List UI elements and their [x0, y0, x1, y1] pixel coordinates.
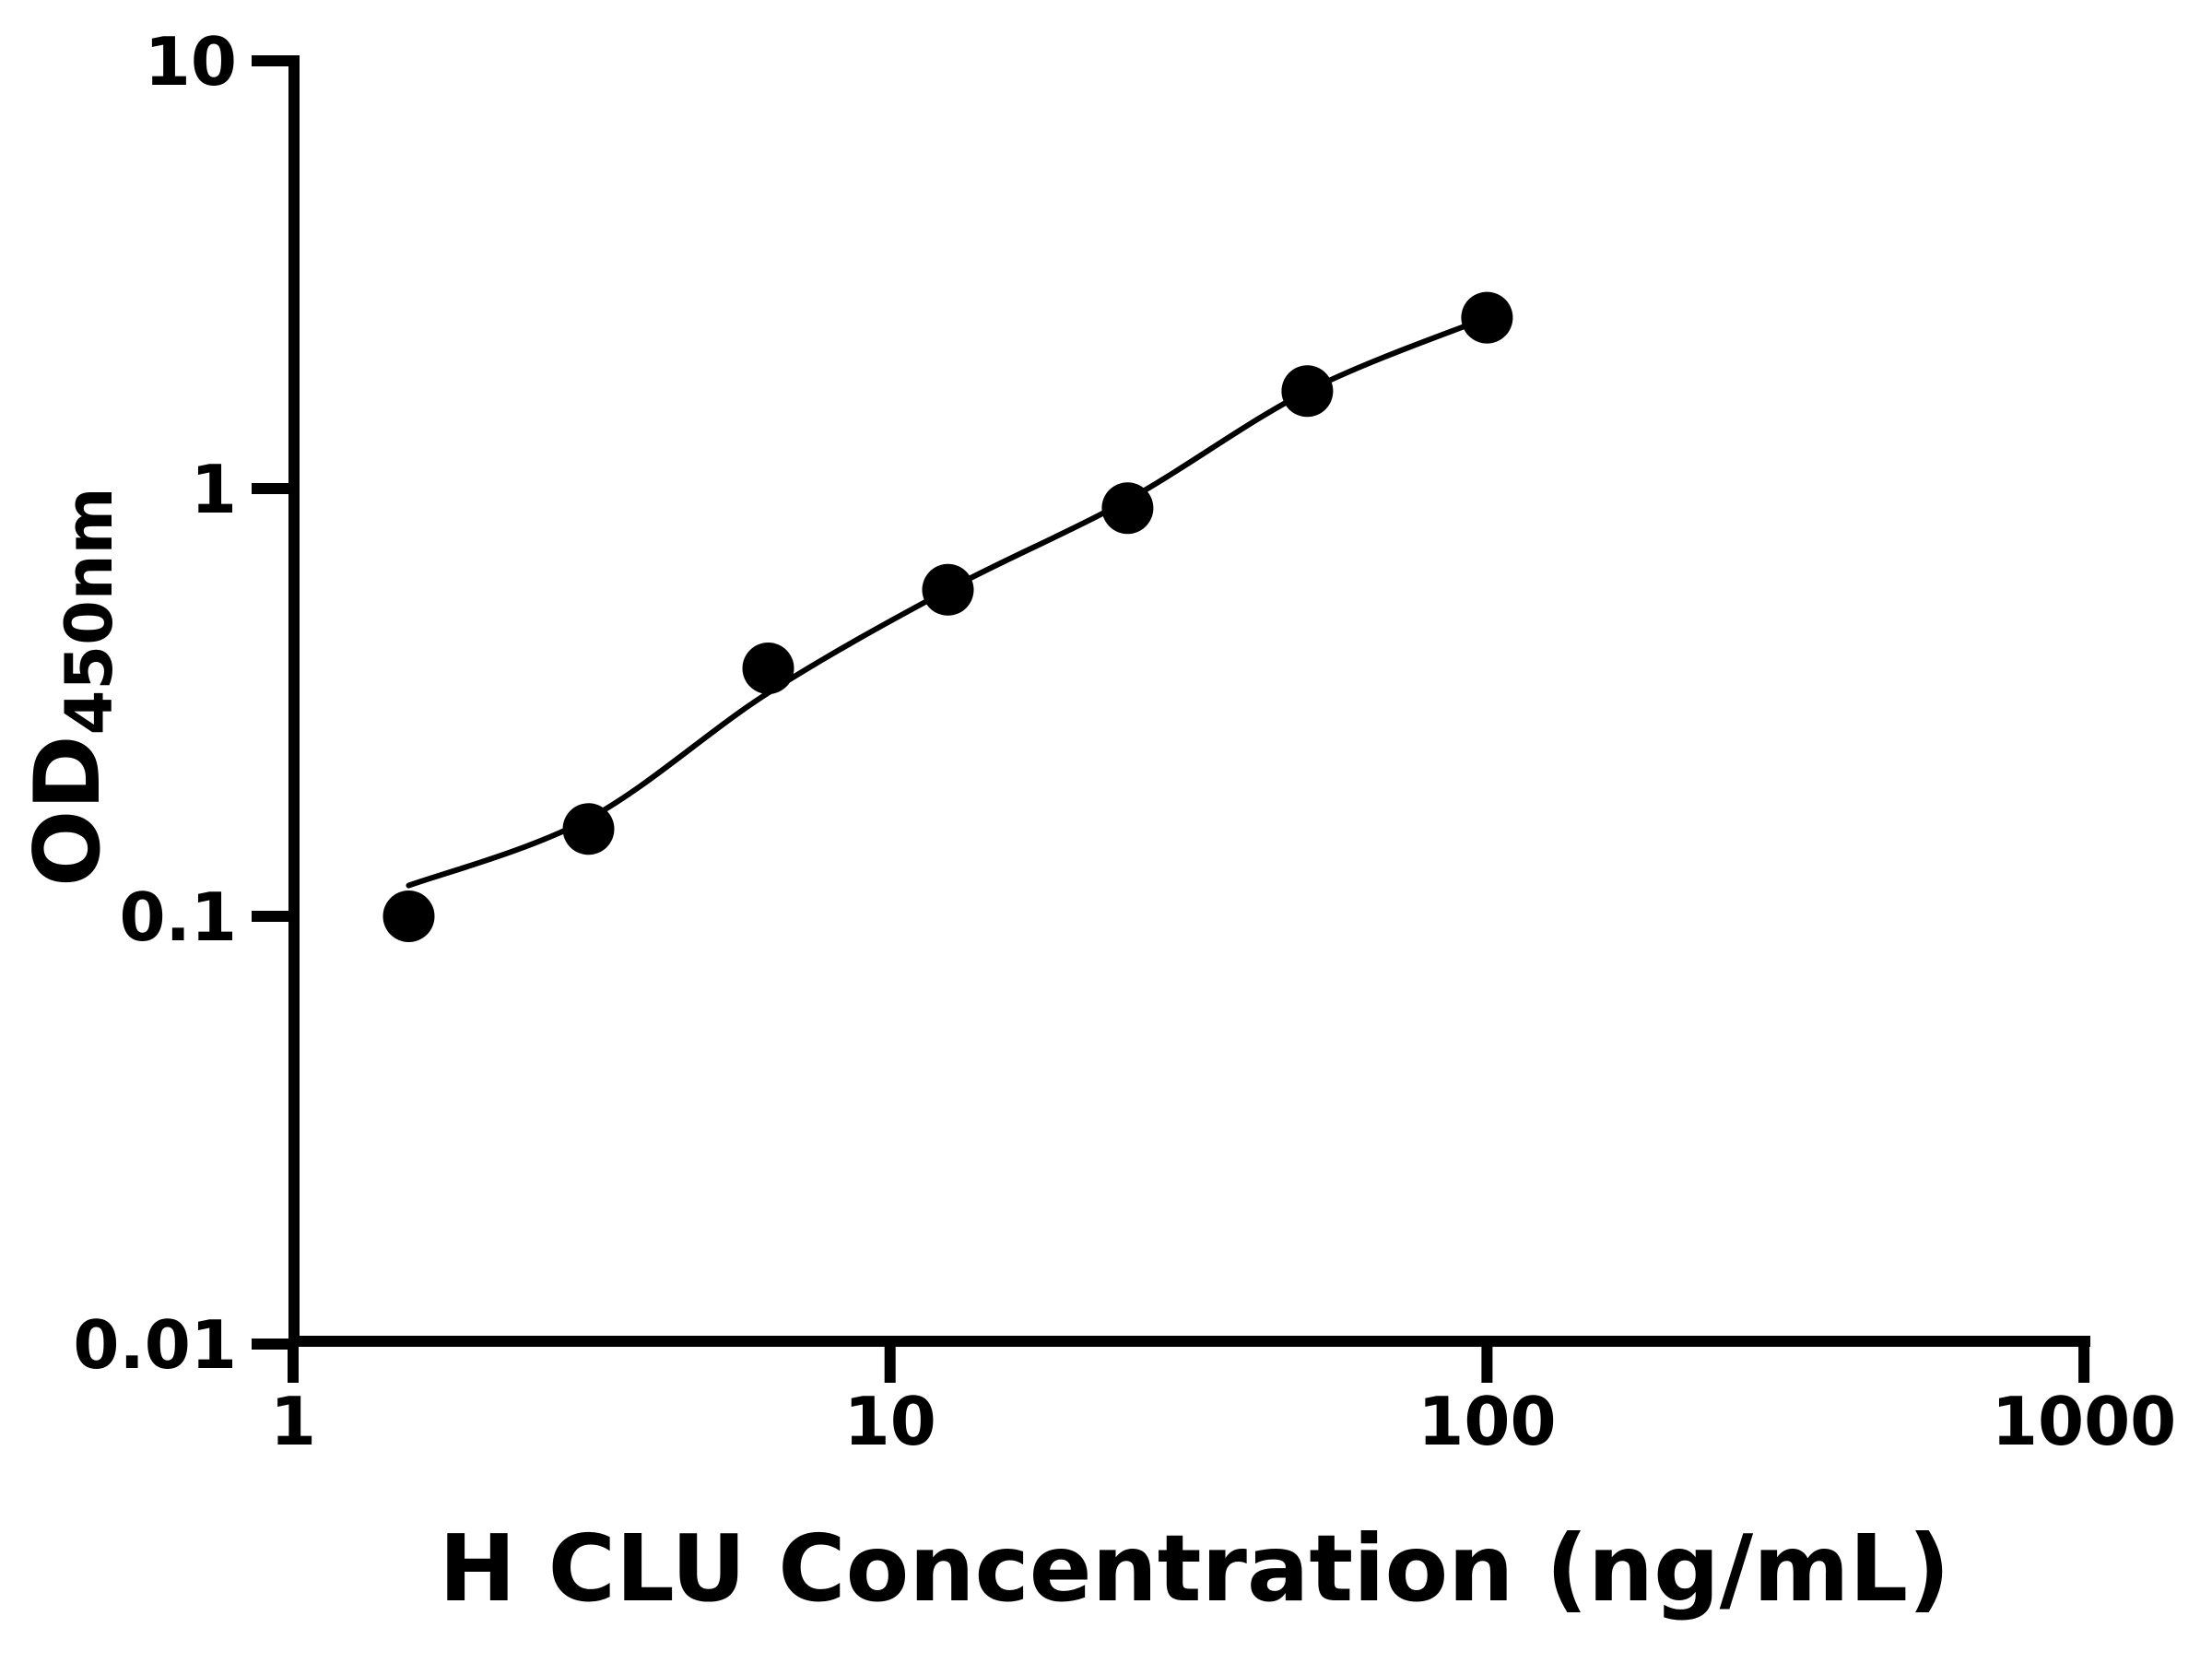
x-tick-label: 100	[1418, 1383, 1556, 1460]
data-point	[1281, 365, 1334, 418]
y-ticks: 10 1 0.1 0.01	[73, 23, 288, 1384]
x-axis: 1 10 100 1000	[270, 1336, 2176, 1460]
data-point	[1101, 482, 1154, 535]
x-tick-label: 10	[844, 1383, 936, 1460]
data-point	[1461, 291, 1513, 344]
x-ticks: 1 10 100 1000	[270, 1347, 2176, 1460]
y-axis-title-main: OD	[16, 735, 121, 887]
data-point	[382, 890, 435, 942]
x-axis-title: H CLU Concentration (ng/mL)	[439, 1515, 1950, 1622]
y-axis-title-subscript: 450nm	[52, 487, 127, 735]
x-tick-label: 1000	[1992, 1383, 2176, 1460]
data-point	[742, 643, 794, 694]
y-axis: 10 1 0.1 0.01	[73, 23, 300, 1384]
data-point	[922, 563, 974, 616]
y-tick-label: 0.1	[119, 879, 237, 956]
data-point-markers	[382, 291, 1513, 942]
y-tick-label: 1	[191, 451, 237, 528]
y-tick-label: 0.01	[73, 1306, 237, 1384]
y-axis-title: OD450nm	[16, 487, 127, 887]
y-tick-label: 10	[145, 23, 237, 100]
data-point	[562, 803, 615, 855]
x-tick-label: 1	[270, 1383, 316, 1460]
